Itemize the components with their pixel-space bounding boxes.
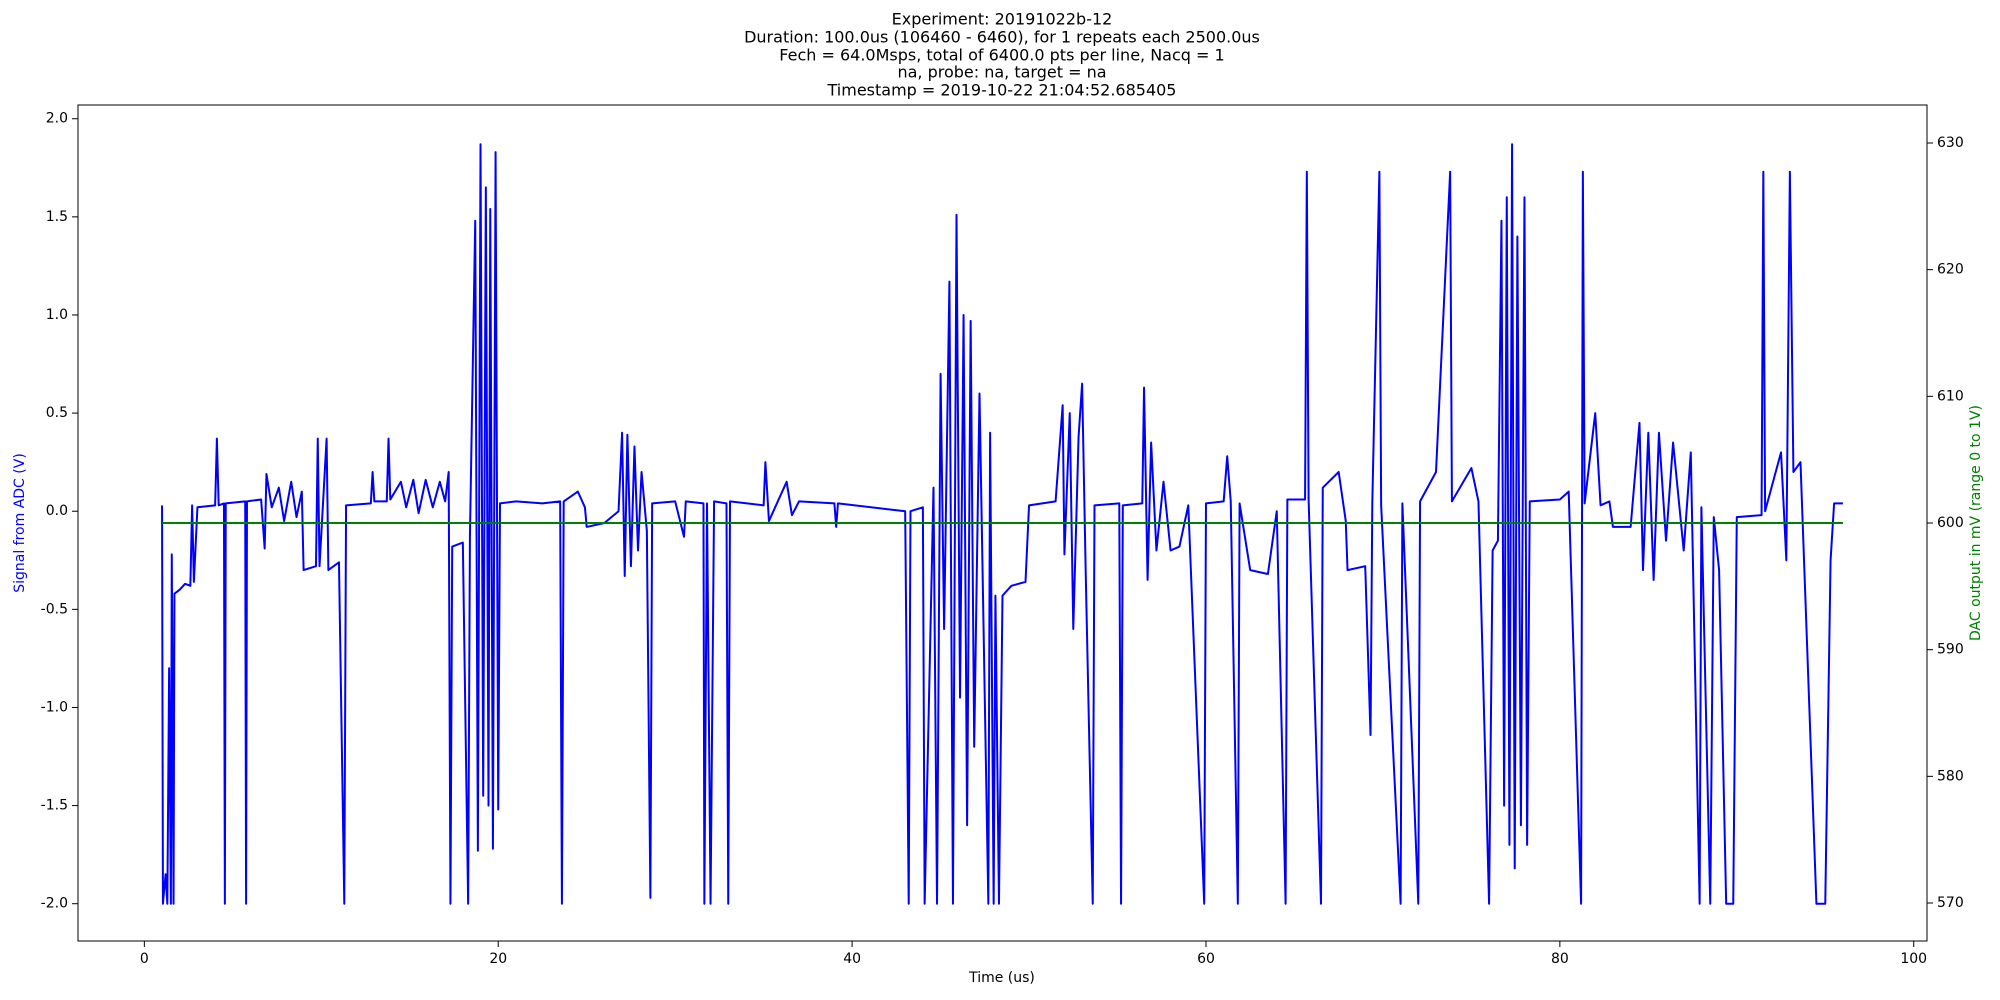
- y2-axis-label: DAC output in mV (range 0 to 1V): [1968, 405, 1984, 641]
- x-tick-label: 60: [1197, 951, 1215, 967]
- x-tick-label: 20: [489, 951, 507, 967]
- plot-frame: [77, 104, 1928, 942]
- y-tick-label: 0.5: [46, 405, 68, 421]
- data-line: [161, 143, 1843, 905]
- y-tick-label: 1.0: [46, 307, 68, 323]
- y-tick-label: -2.0: [41, 896, 68, 912]
- y2-tick-label: 590: [1937, 642, 1964, 658]
- y2-tick-label: 600: [1937, 515, 1964, 531]
- chart-title: Timestamp = 2019-10-22 21:04:52.685405: [827, 81, 1177, 100]
- chart-title: Fech = 64.0Msps, total of 6400.0 pts per…: [779, 46, 1224, 65]
- y2-tick-label: 610: [1937, 388, 1964, 404]
- y2-tick-label: 620: [1937, 262, 1964, 278]
- y2-tick-label: 570: [1937, 895, 1964, 911]
- chart-title: na, probe: na, target = na: [897, 63, 1106, 82]
- y-tick-label: -1.0: [41, 699, 68, 715]
- x-tick-label: 0: [140, 951, 149, 967]
- y-tick-label: 2.0: [46, 111, 68, 127]
- y-tick-label: 0.0: [46, 503, 68, 519]
- x-axis-label: Time (us): [968, 970, 1035, 986]
- x-tick-label: 40: [843, 951, 861, 967]
- y-tick-label: 1.5: [46, 209, 68, 225]
- chart-title: Duration: 100.0us (106460 - 6460), for 1…: [744, 28, 1260, 47]
- y-tick-label: -0.5: [41, 601, 68, 617]
- x-tick-label: 100: [1900, 951, 1927, 967]
- y-tick-label: -1.5: [41, 798, 68, 814]
- y-axis-label: Signal from ADC (V): [12, 453, 28, 593]
- y2-tick-label: 580: [1937, 768, 1964, 784]
- chart-title: Experiment: 20191022b-12: [892, 10, 1113, 29]
- x-tick-label: 80: [1551, 951, 1569, 967]
- y2-tick-label: 630: [1937, 135, 1964, 151]
